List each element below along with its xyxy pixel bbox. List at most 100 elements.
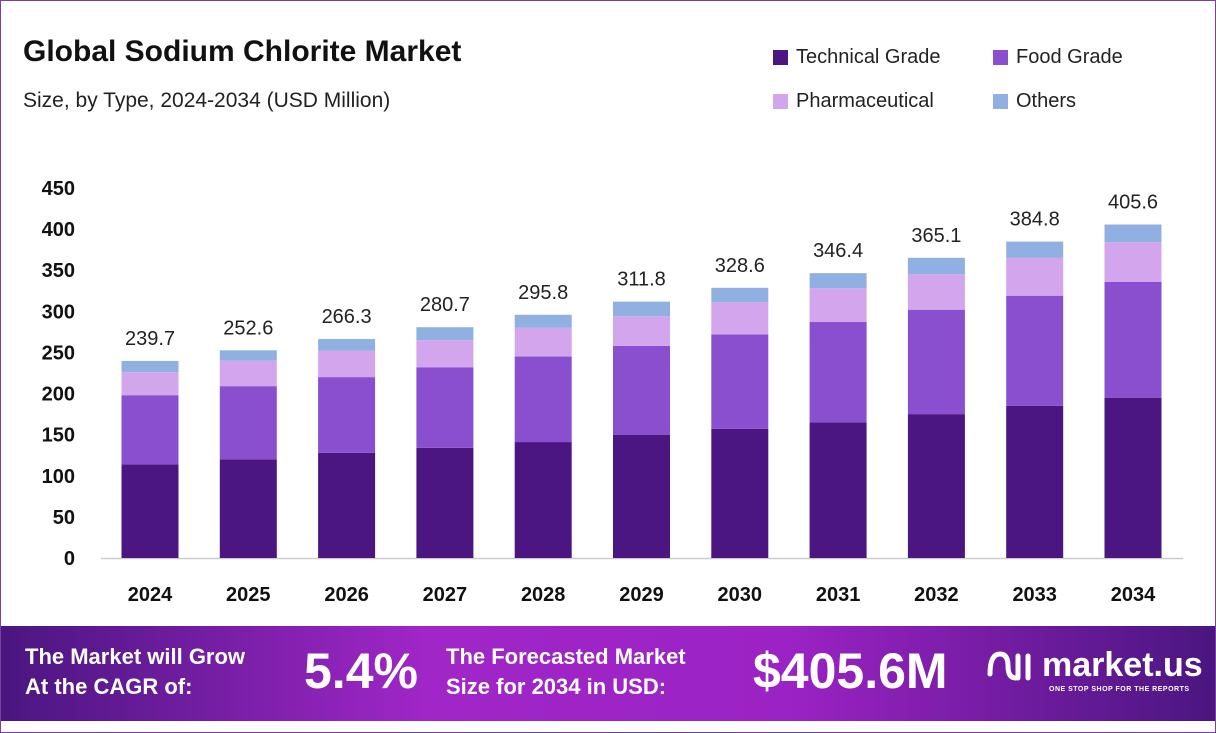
y-tick-label: 0 <box>64 548 75 570</box>
total-label: 252.6 <box>223 317 273 339</box>
x-tick-label: 2033 <box>1012 584 1057 606</box>
bar-segment-others <box>514 314 572 328</box>
total-label: 311.8 <box>617 269 666 291</box>
total-label: 280.7 <box>420 294 470 316</box>
y-tick-label: 350 <box>42 260 75 282</box>
bar-segment-pharmaceutical <box>1006 257 1064 296</box>
y-tick-label: 250 <box>42 342 75 364</box>
bar-segment-food-grade <box>711 334 769 429</box>
forecast-label: The Forecasted Market Size for 2034 in US… <box>446 642 686 702</box>
bar-segment-technical-grade <box>1006 405 1064 558</box>
x-tick-label: 2027 <box>423 584 468 606</box>
bar-segment-food-grade <box>1006 295 1064 406</box>
bar-segment-others <box>121 360 179 373</box>
bar-segment-technical-grade <box>219 459 277 558</box>
bar-segment-food-grade <box>907 309 965 415</box>
legend-label: Others <box>1016 90 1077 112</box>
bar-segment-others <box>907 257 965 275</box>
legend-item-others: Others <box>993 90 1076 113</box>
bar-segment-others <box>416 327 474 341</box>
legend-label: Food Grade <box>1016 46 1123 68</box>
forecast-label-line1: The Forecasted Market <box>446 644 686 669</box>
total-label: 405.6 <box>1108 192 1158 214</box>
bar-segment-pharmaceutical <box>613 316 670 346</box>
x-tick-label: 2032 <box>914 584 959 606</box>
bar-segment-pharmaceutical <box>809 288 867 323</box>
total-label: 365.1 <box>911 225 961 247</box>
legend-item-technical: Technical Grade <box>773 46 941 69</box>
forecast-value: $405.6M <box>753 643 948 699</box>
bar-segment-others <box>1104 224 1162 243</box>
total-label: 239.7 <box>125 328 175 350</box>
bar-segment-food-grade <box>514 356 572 443</box>
chart-title: Global Sodium Chlorite Market <box>23 35 462 68</box>
cagr-value: 5.4% <box>304 643 418 699</box>
legend-label: Pharmaceutical <box>796 90 934 112</box>
bar-segment-others <box>809 273 867 289</box>
x-tick-label: 2031 <box>816 584 861 606</box>
bar-segment-others <box>711 287 769 303</box>
legend-swatch <box>993 50 1008 65</box>
stacked-bar-chart: 0 50 100 150 200 250 300 350 400 450 239.7 2024 252.… <box>42 178 1183 606</box>
x-tick-label: 2029 <box>619 584 664 606</box>
x-tick-label: 2025 <box>226 584 271 606</box>
bar-segment-pharmaceutical <box>907 274 965 310</box>
bar-segment-pharmaceutical <box>318 350 376 378</box>
bar-segment-technical-grade <box>121 464 179 558</box>
total-label: 266.3 <box>322 306 372 328</box>
bar-segment-pharmaceutical <box>514 327 572 357</box>
bar-segment-technical-grade <box>711 428 769 558</box>
legend-swatch <box>773 50 788 65</box>
y-tick-label: 100 <box>42 466 75 488</box>
y-tick-label: 400 <box>42 219 75 241</box>
cagr-label: The Market will Grow At the CAGR of: <box>25 642 245 702</box>
bar-segment-others <box>1006 241 1064 258</box>
bar-segment-food-grade <box>121 395 179 465</box>
footer-banner: The Market will Grow At the CAGR of: 5.4%… <box>1 626 1215 721</box>
cagr-label-line1: The Market will Grow <box>25 644 246 669</box>
x-tick-label: 2024 <box>128 584 173 606</box>
bar-segment-food-grade <box>613 345 670 435</box>
bar-segment-others <box>318 339 376 351</box>
logo-icon <box>987 650 1031 680</box>
y-tick-label: 150 <box>42 425 75 447</box>
total-label: 384.8 <box>1010 209 1060 231</box>
legend-swatch <box>993 94 1008 109</box>
market-us-logo: market.us <box>986 646 1203 685</box>
bar-segment-others <box>219 350 277 361</box>
x-tick-label: 2028 <box>521 584 566 606</box>
legend-label: Technical Grade <box>796 46 941 68</box>
x-tick-label: 2030 <box>718 584 763 606</box>
bar-segment-food-grade <box>1104 281 1162 398</box>
bar-segment-pharmaceutical <box>1104 242 1162 282</box>
bar-segment-technical-grade <box>907 414 965 558</box>
bar-segment-pharmaceutical <box>416 340 474 368</box>
bar-segment-food-grade <box>318 377 376 453</box>
x-tick-label: 2026 <box>324 584 369 606</box>
x-tick-label: 2034 <box>1111 584 1156 606</box>
logo-tagline: ONE STOP SHOP FOR THE REPORTS <box>1049 686 1190 693</box>
total-label: 295.8 <box>518 282 568 304</box>
bar-segment-food-grade <box>809 322 867 423</box>
legend-swatch <box>773 94 788 109</box>
chart-subtitle: Size, by Type, 2024-2034 (USD Million) <box>23 89 391 112</box>
bar-segment-pharmaceutical <box>219 360 277 387</box>
bar-segment-technical-grade <box>613 434 670 558</box>
y-tick-label: 200 <box>42 384 75 406</box>
bar-segment-technical-grade <box>416 447 474 558</box>
y-tick-label: 450 <box>42 178 75 200</box>
cagr-label-line2: At the CAGR of: <box>25 674 193 699</box>
logo-text: market.us <box>1042 646 1203 684</box>
forecast-label-line2: Size for 2034 in USD: <box>446 674 667 699</box>
bar-segment-technical-grade <box>514 442 572 558</box>
y-tick-label: 300 <box>42 301 75 323</box>
legend-item-pharmaceutical: Pharmaceutical <box>773 90 934 113</box>
bar-segment-pharmaceutical <box>121 372 179 396</box>
total-label: 328.6 <box>715 255 765 277</box>
bar-segment-pharmaceutical <box>711 302 769 335</box>
bar-segment-technical-grade <box>809 422 867 558</box>
legend-item-food: Food Grade <box>993 46 1123 69</box>
bar-segment-food-grade <box>219 386 277 460</box>
bar-segment-others <box>613 301 670 317</box>
